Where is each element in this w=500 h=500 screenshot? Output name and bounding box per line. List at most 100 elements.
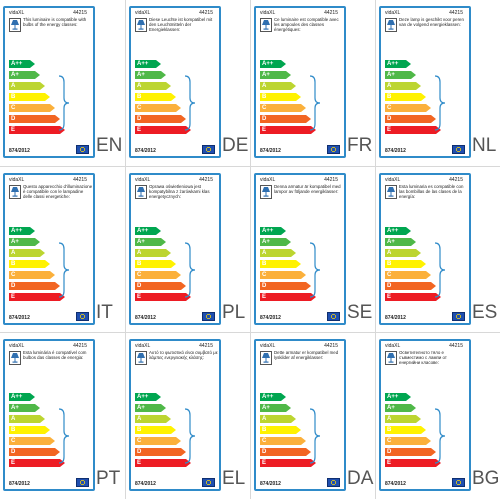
energy-class-bar: D: [260, 115, 311, 123]
energy-class-bar: A++: [260, 393, 286, 401]
energy-class-label: C: [387, 438, 392, 444]
energy-label-cell-da: vidaXL 44215 Dette armatur er kompatibel m…: [250, 332, 376, 499]
language-code: IT: [96, 302, 113, 323]
energy-class-bar: A++: [9, 227, 35, 235]
energy-class-bar: A: [385, 249, 421, 257]
energy-class-label: A++: [262, 228, 274, 234]
energy-class-label: C: [11, 272, 16, 278]
energy-class-bar: D: [260, 282, 311, 290]
language-code: DE: [222, 135, 249, 156]
energy-class-bar: B: [260, 93, 301, 101]
regulation-number: 874/2012: [260, 481, 281, 487]
energy-class-bar: A+: [9, 71, 40, 79]
energy-class-bar: E: [385, 293, 441, 301]
regulation-number: 874/2012: [135, 315, 156, 321]
energy-label-card: vidaXL 44215 Questo apparecchio d'illumina…: [3, 173, 95, 325]
energy-class-label: B: [137, 427, 142, 433]
energy-class-label: A: [11, 83, 16, 89]
energy-class-label: D: [262, 116, 267, 122]
energy-class-bar: A: [385, 82, 421, 90]
brand-name: vidaXL: [260, 343, 276, 349]
model-number: 44215: [199, 10, 213, 16]
brand-name: vidaXL: [9, 177, 25, 183]
energy-class-label: E: [137, 127, 142, 133]
compatibility-text: Deze lamp is geschikt voor peren van de …: [399, 17, 464, 27]
energy-label-cell-el: vidaXL 44215 Αυτό το φωτιστικό είναι συμβα…: [125, 332, 251, 499]
energy-class-bar: C: [135, 437, 181, 445]
energy-class-label: A+: [11, 405, 19, 411]
model-number: 44215: [449, 10, 463, 16]
energy-class-bar: E: [260, 126, 316, 134]
energy-class-label: E: [11, 127, 16, 133]
eu-flag-icon: [327, 312, 340, 321]
energy-class-bar: C: [260, 104, 306, 112]
energy-class-bar: A++: [135, 393, 161, 401]
model-number: 44215: [73, 343, 87, 349]
table-lamp-icon: [9, 351, 21, 365]
energy-class-label: A+: [137, 405, 145, 411]
eu-flag-icon: [327, 145, 340, 154]
energy-class-scale: A++ A+ A B C D E: [135, 60, 191, 140]
energy-class-bar: A: [135, 82, 171, 90]
energy-class-bar: B: [385, 260, 426, 268]
energy-class-bar: D: [385, 282, 436, 290]
regulation-number: 874/2012: [9, 315, 30, 321]
energy-class-label: D: [262, 283, 267, 289]
class-range-brace-icon: [434, 407, 448, 470]
regulation-number: 874/2012: [260, 315, 281, 321]
energy-class-bar: C: [260, 437, 306, 445]
eu-flag-icon: [452, 145, 465, 154]
energy-class-bar: B: [135, 93, 176, 101]
energy-class-bar: E: [135, 459, 191, 467]
energy-class-bar: A+: [9, 238, 40, 246]
energy-class-label: A+: [137, 72, 145, 78]
language-code: ES: [472, 302, 498, 323]
eu-flag-icon: [452, 312, 465, 321]
energy-class-label: A: [387, 250, 392, 256]
brand-name: vidaXL: [260, 177, 276, 183]
energy-class-scale: A++ A+ A B C D E: [9, 60, 65, 140]
energy-class-bar: B: [260, 426, 301, 434]
eu-flag-icon: [76, 478, 89, 487]
energy-class-label: A: [11, 416, 16, 422]
class-range-brace-icon: [184, 74, 198, 137]
energy-class-label: B: [387, 427, 392, 433]
table-lamp-icon: [385, 185, 397, 199]
table-lamp-icon: [260, 18, 272, 32]
energy-class-bar: C: [385, 104, 431, 112]
energy-class-label: C: [137, 272, 142, 278]
energy-class-label: C: [137, 105, 142, 111]
energy-class-bar: D: [135, 448, 186, 456]
energy-class-bar: D: [135, 115, 186, 123]
energy-class-label: A++: [262, 394, 274, 400]
eu-flag-icon: [202, 478, 215, 487]
energy-class-label: C: [262, 272, 267, 278]
table-lamp-icon: [260, 185, 272, 199]
energy-class-label: C: [137, 438, 142, 444]
energy-class-bar: D: [9, 448, 60, 456]
energy-class-scale: A++ A+ A B C D E: [385, 227, 441, 307]
energy-class-bar: A+: [260, 238, 291, 246]
energy-class-label: A: [137, 250, 142, 256]
energy-label-card: vidaXL 44215 Αυτό το φωτιστικό είναι συμβα…: [129, 339, 221, 491]
class-range-brace-icon: [58, 241, 72, 304]
energy-class-bar: D: [385, 448, 436, 456]
energy-label-cell-fr: vidaXL 44215 Ce luminaire est compatible a…: [250, 0, 376, 166]
energy-class-label: D: [137, 449, 142, 455]
energy-class-bar: E: [9, 459, 65, 467]
energy-class-bar: A++: [135, 60, 161, 68]
energy-class-bar: A++: [385, 60, 411, 68]
regulation-number: 874/2012: [260, 148, 281, 154]
energy-class-label: A+: [11, 239, 19, 245]
energy-class-label: D: [137, 283, 142, 289]
energy-class-label: A+: [137, 239, 145, 245]
energy-class-scale: A++ A+ A B C D E: [260, 393, 316, 473]
brand-name: vidaXL: [9, 343, 25, 349]
energy-class-scale: A++ A+ A B C D E: [135, 393, 191, 473]
energy-class-bar: B: [9, 260, 50, 268]
eu-flag-icon: [76, 312, 89, 321]
energy-class-bar: B: [385, 93, 426, 101]
energy-class-label: A++: [11, 228, 23, 234]
energy-class-label: A++: [11, 61, 23, 67]
energy-class-label: D: [137, 116, 142, 122]
